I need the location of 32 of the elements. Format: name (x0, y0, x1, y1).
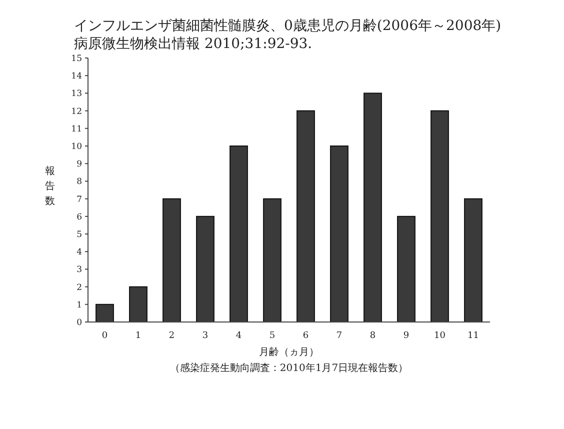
x-axis-title: 月齢（ヵ月） (259, 346, 319, 358)
y-tick-label: 8 (76, 177, 82, 188)
y-tick-label: 9 (76, 160, 82, 170)
x-tick-label: 1 (135, 331, 142, 341)
x-tick-label: 2 (168, 331, 175, 341)
text: （感染症発生動向調査：2010年1月7日現在報告数） (170, 362, 408, 374)
y-axis-title: 報告数 (45, 165, 55, 207)
y-tick-label: 12 (71, 106, 82, 117)
y-tick-label: 0 (76, 318, 82, 328)
y-tick-label: 2 (76, 282, 82, 293)
y-tick-label: 4 (76, 248, 82, 258)
y-tick-label: 11 (71, 124, 82, 134)
x-tick-label: 10 (434, 331, 446, 341)
x-tick-label: 9 (403, 331, 410, 341)
y-tick-label: 1 (76, 300, 82, 310)
x-tick-label: 7 (336, 331, 342, 341)
y-tick-label: 10 (71, 142, 82, 152)
chart-title: インフルエンザ菌細菌性髄膜炎、0歳患児の月齢(2006年～2008年) 病原微生物検出情報 2010;31:92-93. (74, 18, 502, 52)
x-tick-label: 6 (302, 331, 309, 341)
y-tick-label: 5 (76, 230, 82, 240)
y-tick-label: 14 (71, 72, 82, 82)
x-tick-label: 0 (102, 331, 108, 341)
y-tick-label: 13 (71, 89, 82, 100)
y-tick-label: 3 (76, 265, 82, 276)
x-tick-label: 4 (236, 331, 242, 341)
x-tick-label: 11 (468, 331, 479, 341)
x-tick-label: 3 (202, 331, 208, 341)
y-tick-label: 6 (76, 212, 82, 222)
x-tick-label: 5 (269, 331, 276, 341)
y-tick-label: 15 (71, 54, 82, 64)
y-tick-label: 7 (76, 194, 82, 205)
x-tick-label: 8 (370, 331, 376, 341)
